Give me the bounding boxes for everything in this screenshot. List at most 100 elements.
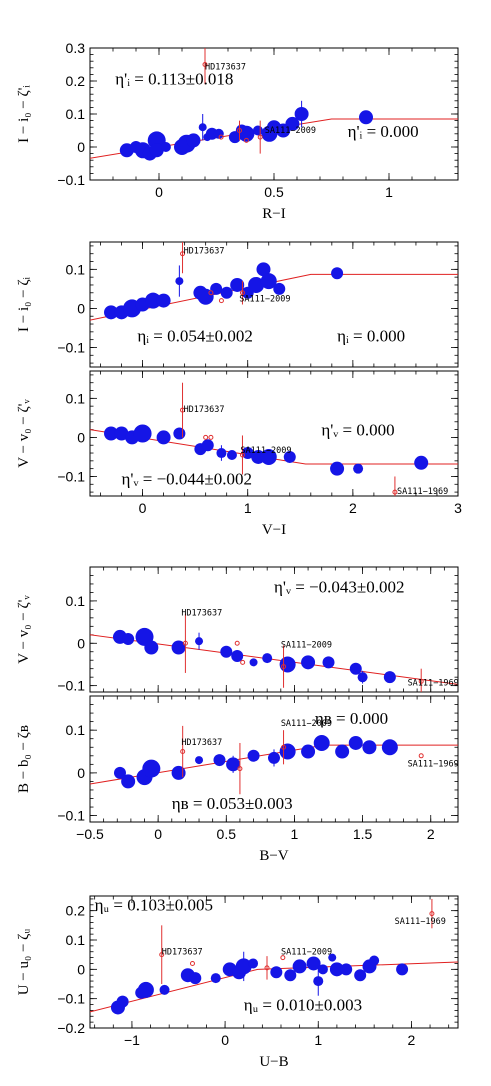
y-axis-label: U − u₀ − ζᵤ <box>16 929 32 996</box>
standard-star-point <box>249 658 258 667</box>
outlier-point <box>429 911 435 917</box>
x-tick-label: 0 <box>155 184 163 200</box>
panel-2: −0.1 0 0.1 I − i₀ − ζᵢ HD173637 SA111−2009 ηᵢ … <box>16 241 459 368</box>
x-tick-label: 1 <box>291 826 299 842</box>
y-tick-label: 0 <box>77 635 85 651</box>
x-tick-label: 0 <box>221 1032 229 1048</box>
standard-star-point <box>238 125 255 142</box>
standard-star-point <box>142 759 161 778</box>
star-label: HD173637 <box>184 405 225 415</box>
standard-star-point <box>294 107 309 121</box>
x-axis-label: R−I <box>262 206 285 222</box>
eta-annotation: η'ᵢ = 0.000 <box>348 122 419 141</box>
x-tick-label: 0 <box>139 500 147 516</box>
standard-star-point <box>226 757 241 772</box>
standard-star-point <box>195 637 204 646</box>
panel-3: 0 1 2 3 −0.1 0 0.1 V − v₀ − ζ'ᵥ V−I HD173637 SA111… <box>16 370 462 538</box>
star-label: SA111−2009 <box>281 719 332 729</box>
outlier-point <box>237 128 242 133</box>
outlier-point <box>280 955 286 961</box>
y-tick-label: −0.2 <box>57 1020 85 1036</box>
standard-star-point <box>248 958 259 969</box>
outlier-point <box>218 298 224 304</box>
y-tick-label: 0.3 <box>66 40 86 56</box>
standard-star-point <box>156 293 171 308</box>
x-tick-label: 0.5 <box>264 184 284 200</box>
outlier-point <box>257 134 263 140</box>
star-label: SA111−2009 <box>240 446 291 456</box>
x-axis-label: V−I <box>262 522 286 538</box>
standard-star-point <box>197 288 214 305</box>
standard-star-point <box>317 964 328 975</box>
x-tick-label: −0.5 <box>76 826 104 842</box>
plot-frame <box>89 241 459 368</box>
standard-star-point <box>116 995 129 1008</box>
standard-star-point <box>104 305 119 320</box>
y-tick-label: 0.1 <box>66 261 86 277</box>
outlier-point <box>239 290 245 296</box>
y-tick-label: −0.1 <box>57 991 85 1007</box>
eta-annotation: η'ᵥ = 0.000 <box>321 420 394 439</box>
standard-star-point <box>220 645 233 658</box>
y-axis-label: I − i₀ − ζᵢ <box>16 276 32 332</box>
standard-star-point <box>369 955 380 966</box>
y-tick-label: 0.1 <box>66 932 86 948</box>
y-tick-label: 0.1 <box>66 106 86 122</box>
standard-star-point <box>175 277 184 286</box>
outlier-point <box>239 452 245 458</box>
y-axis-label: B − b₀ − ζʙ <box>16 725 32 793</box>
standard-star-point <box>252 125 263 136</box>
standard-star-point <box>195 756 204 765</box>
standard-star-point <box>322 656 335 669</box>
outlier-point <box>418 678 424 684</box>
x-tick-label: 1 <box>385 184 393 200</box>
star-label: SA111−1969 <box>408 679 459 689</box>
standard-star-point <box>313 734 330 751</box>
y-tick-label: 0.2 <box>66 903 86 919</box>
standard-star-point <box>262 653 273 664</box>
y-tick-label: −0.1 <box>57 339 85 355</box>
standard-star-point <box>260 273 277 290</box>
standard-star-point <box>414 455 429 470</box>
x-tick-label: 1 <box>314 1032 322 1048</box>
y-tick-label: 0 <box>77 429 85 445</box>
standard-star-point <box>173 427 186 440</box>
outlier-point <box>159 952 165 958</box>
y-tick-label: 0 <box>77 765 85 781</box>
standard-star-point <box>270 966 283 979</box>
plot-frame <box>89 370 459 497</box>
standard-star-point <box>357 672 368 683</box>
standard-star-point <box>230 277 245 292</box>
y-tick-label: 0 <box>77 961 85 977</box>
standard-star-point <box>340 963 353 976</box>
x-tick-label: 3 <box>454 500 462 516</box>
star-label: SA111−1969 <box>397 487 448 497</box>
outlier-point <box>218 134 224 140</box>
star-label: HD173637 <box>181 609 222 619</box>
x-tick-label: 1 <box>244 500 252 516</box>
outlier-point <box>180 407 186 413</box>
standard-star-point <box>284 969 297 982</box>
outlier-point <box>264 965 270 971</box>
standard-star-point <box>313 976 324 987</box>
star-label: SA111−1969 <box>395 917 446 927</box>
x-axis-label: U−B <box>259 1054 288 1070</box>
x-tick-label: −1 <box>124 1032 140 1048</box>
standard-star-point <box>216 448 227 459</box>
outlier-point <box>189 960 195 966</box>
standard-star-point <box>121 774 136 789</box>
x-tick-label: 0.5 <box>217 826 237 842</box>
standard-star-point <box>137 981 154 998</box>
star-label: HD173637 <box>205 62 246 72</box>
x-axis-label: B−V <box>259 848 288 864</box>
standard-star-point <box>210 282 223 295</box>
plot-frame <box>89 566 459 693</box>
standard-star-point <box>260 448 277 465</box>
eta-annotation: ηᵢ = 0.054±0.002 <box>137 327 253 346</box>
x-tick-label: 2 <box>349 500 357 516</box>
y-tick-label: 0.1 <box>66 390 86 406</box>
plot-frame <box>89 695 459 823</box>
standard-star-point <box>353 463 364 474</box>
standard-star-point <box>306 956 321 971</box>
